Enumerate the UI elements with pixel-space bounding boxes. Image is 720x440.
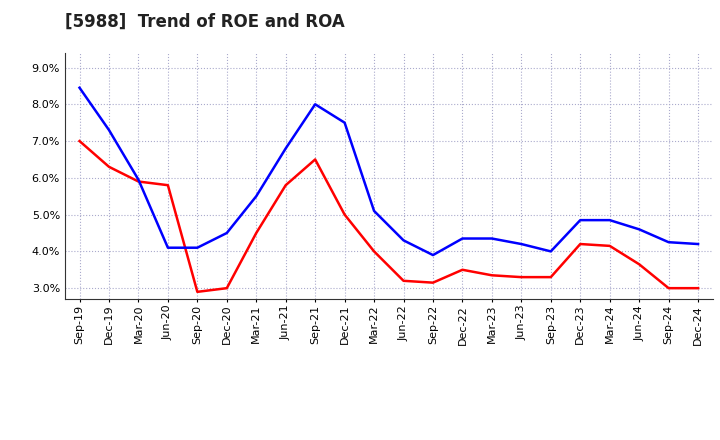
ROE [222, 286, 231, 291]
ROE [635, 262, 644, 267]
ROA [104, 128, 113, 133]
ROA [428, 253, 437, 258]
ROE [665, 286, 673, 291]
ROE [606, 243, 614, 249]
ROE [694, 286, 703, 291]
ROA [606, 217, 614, 223]
ROA [694, 242, 703, 247]
ROA [517, 242, 526, 247]
ROA [163, 245, 172, 250]
ROE [370, 249, 379, 254]
ROA [665, 239, 673, 245]
ROE [134, 179, 143, 184]
ROE [193, 289, 202, 294]
ROA [458, 236, 467, 241]
ROA [341, 120, 349, 125]
Text: [5988]  Trend of ROE and ROA: [5988] Trend of ROE and ROA [65, 13, 345, 31]
ROA [576, 217, 585, 223]
ROA [546, 249, 555, 254]
ROE [104, 164, 113, 169]
Line: ROE: ROE [79, 141, 698, 292]
ROA [487, 236, 496, 241]
ROA [222, 231, 231, 236]
ROE [75, 139, 84, 144]
ROA [252, 194, 261, 199]
ROE [311, 157, 320, 162]
ROE [487, 273, 496, 278]
ROA [399, 238, 408, 243]
ROE [163, 183, 172, 188]
ROE [252, 231, 261, 236]
ROA [311, 102, 320, 107]
ROA [193, 245, 202, 250]
ROE [576, 242, 585, 247]
ROE [458, 267, 467, 272]
ROA [635, 227, 644, 232]
Line: ROA: ROA [79, 88, 698, 255]
ROE [428, 280, 437, 285]
ROA [282, 146, 290, 151]
ROE [341, 212, 349, 217]
ROE [399, 278, 408, 283]
ROA [370, 208, 379, 213]
ROE [282, 183, 290, 188]
ROE [517, 275, 526, 280]
ROA [75, 85, 84, 90]
ROA [134, 177, 143, 182]
ROE [546, 275, 555, 280]
